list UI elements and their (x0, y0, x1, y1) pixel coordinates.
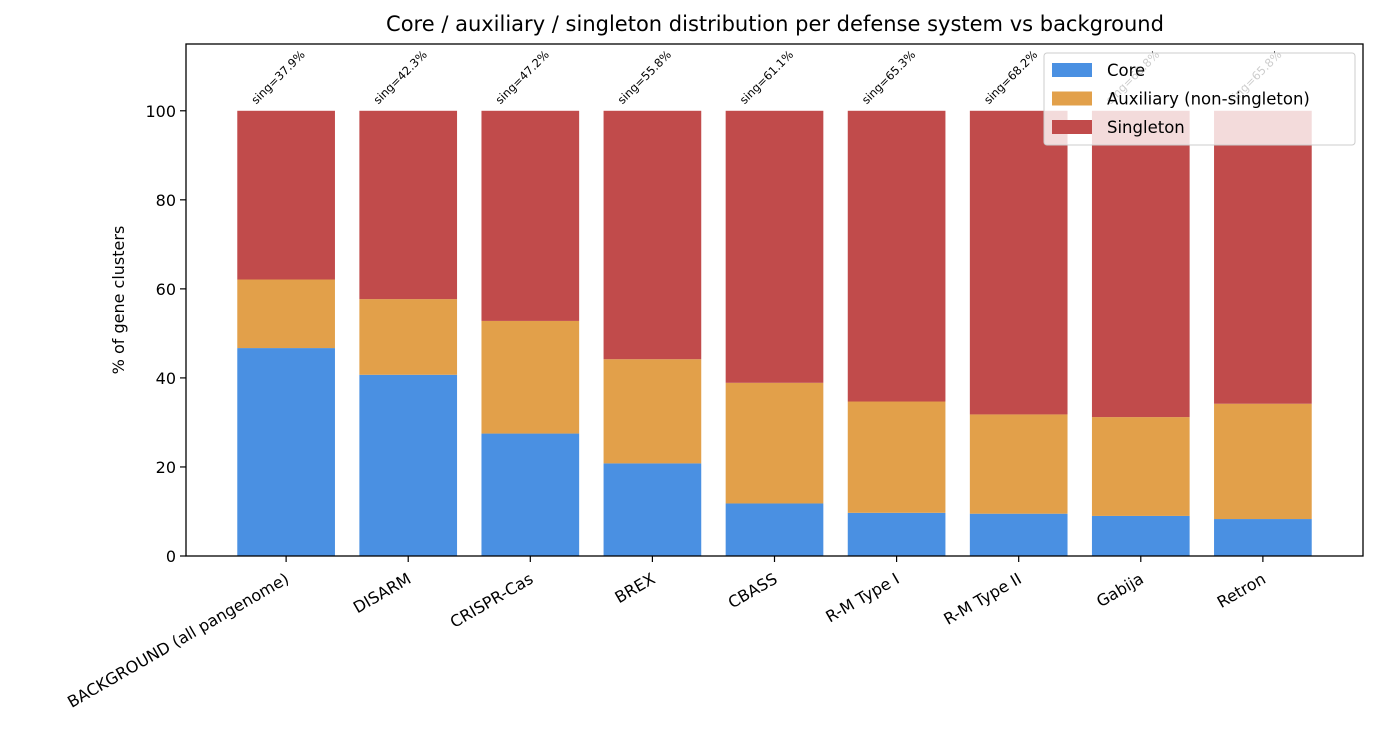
bar-singleton-4 (725, 110, 824, 383)
x-tick-label: CRISPR-Cas (447, 569, 536, 632)
bar-core-0 (237, 348, 335, 556)
bar-annotation: sing=65.3% (859, 47, 918, 106)
bar-auxiliary-0 (237, 279, 335, 349)
bar-singleton-6 (969, 110, 1068, 415)
bar-annotation: sing=61.1% (737, 47, 796, 106)
y-axis: 0 20 40 60 80 100 (145, 102, 186, 566)
bar-core-3 (603, 463, 702, 556)
bar-core-4 (725, 503, 824, 556)
bar-auxiliary-8 (1214, 403, 1312, 520)
x-tick-label: BREX (612, 569, 659, 607)
bar-annotation: sing=68.2% (981, 47, 1040, 106)
x-tick-label: R-M Type I (822, 569, 902, 626)
x-tick-label: CBASS (725, 569, 781, 612)
bar-singleton-8 (1214, 110, 1312, 404)
x-tick-label: Retron (1214, 569, 1269, 612)
bar-auxiliary-3 (603, 359, 702, 464)
bar-annotation: sing=37.9% (248, 47, 307, 106)
bar-annotation: sing=55.8% (615, 47, 674, 106)
bar-singleton-0 (237, 110, 335, 280)
bar-auxiliary-2 (481, 320, 580, 434)
bar-singleton-7 (1091, 110, 1190, 418)
bar-auxiliary-6 (969, 414, 1068, 514)
x-tick-label: Gabija (1093, 569, 1147, 611)
bar-core-8 (1214, 519, 1312, 556)
bar-singleton-2 (481, 110, 580, 321)
bar-auxiliary-4 (725, 382, 824, 504)
bar-core-2 (481, 433, 580, 556)
x-tick-label: DISARM (350, 569, 414, 617)
legend-box (1043, 52, 1356, 146)
y-tick-label: 0 (166, 547, 176, 566)
legend-label: Core (1107, 61, 1145, 80)
x-tick-label: R-M Type II (940, 569, 1024, 629)
legend: Core Auxiliary (non-singleton) Singleton (1043, 52, 1356, 146)
legend-label: Singleton (1107, 118, 1185, 137)
legend-swatch (1052, 63, 1092, 77)
x-tick-label: BACKGROUND (all pangenome) (64, 569, 292, 712)
bar-annotation: sing=42.3% (370, 47, 429, 106)
bar-core-6 (969, 513, 1068, 556)
y-tick-label: 60 (156, 280, 176, 299)
chart-title: Core / auxiliary / singleton distributio… (386, 12, 1164, 36)
y-tick-label: 100 (145, 102, 176, 121)
bar-core-1 (359, 374, 458, 556)
legend-swatch (1052, 91, 1092, 106)
bar-core-5 (847, 512, 946, 556)
bar-singleton-3 (603, 110, 702, 360)
bar-core-7 (1091, 515, 1190, 556)
bar-auxiliary-7 (1091, 417, 1190, 516)
legend-swatch (1052, 120, 1092, 134)
legend-label: Auxiliary (non-singleton) (1107, 90, 1310, 109)
y-tick-label: 40 (156, 369, 176, 388)
y-tick-label: 80 (156, 191, 176, 210)
bar-annotation: sing=47.2% (493, 47, 552, 106)
y-tick-label: 20 (156, 458, 176, 477)
bar-auxiliary-1 (359, 299, 458, 375)
bar-singleton-5 (847, 110, 946, 402)
bar-singleton-1 (359, 110, 458, 300)
bars-group (237, 110, 1312, 556)
bar-auxiliary-5 (847, 401, 946, 513)
x-axis: BACKGROUND (all pangenome) DISARM CRISPR-C… (64, 556, 1269, 712)
y-axis-label: % of gene clusters (109, 226, 128, 375)
